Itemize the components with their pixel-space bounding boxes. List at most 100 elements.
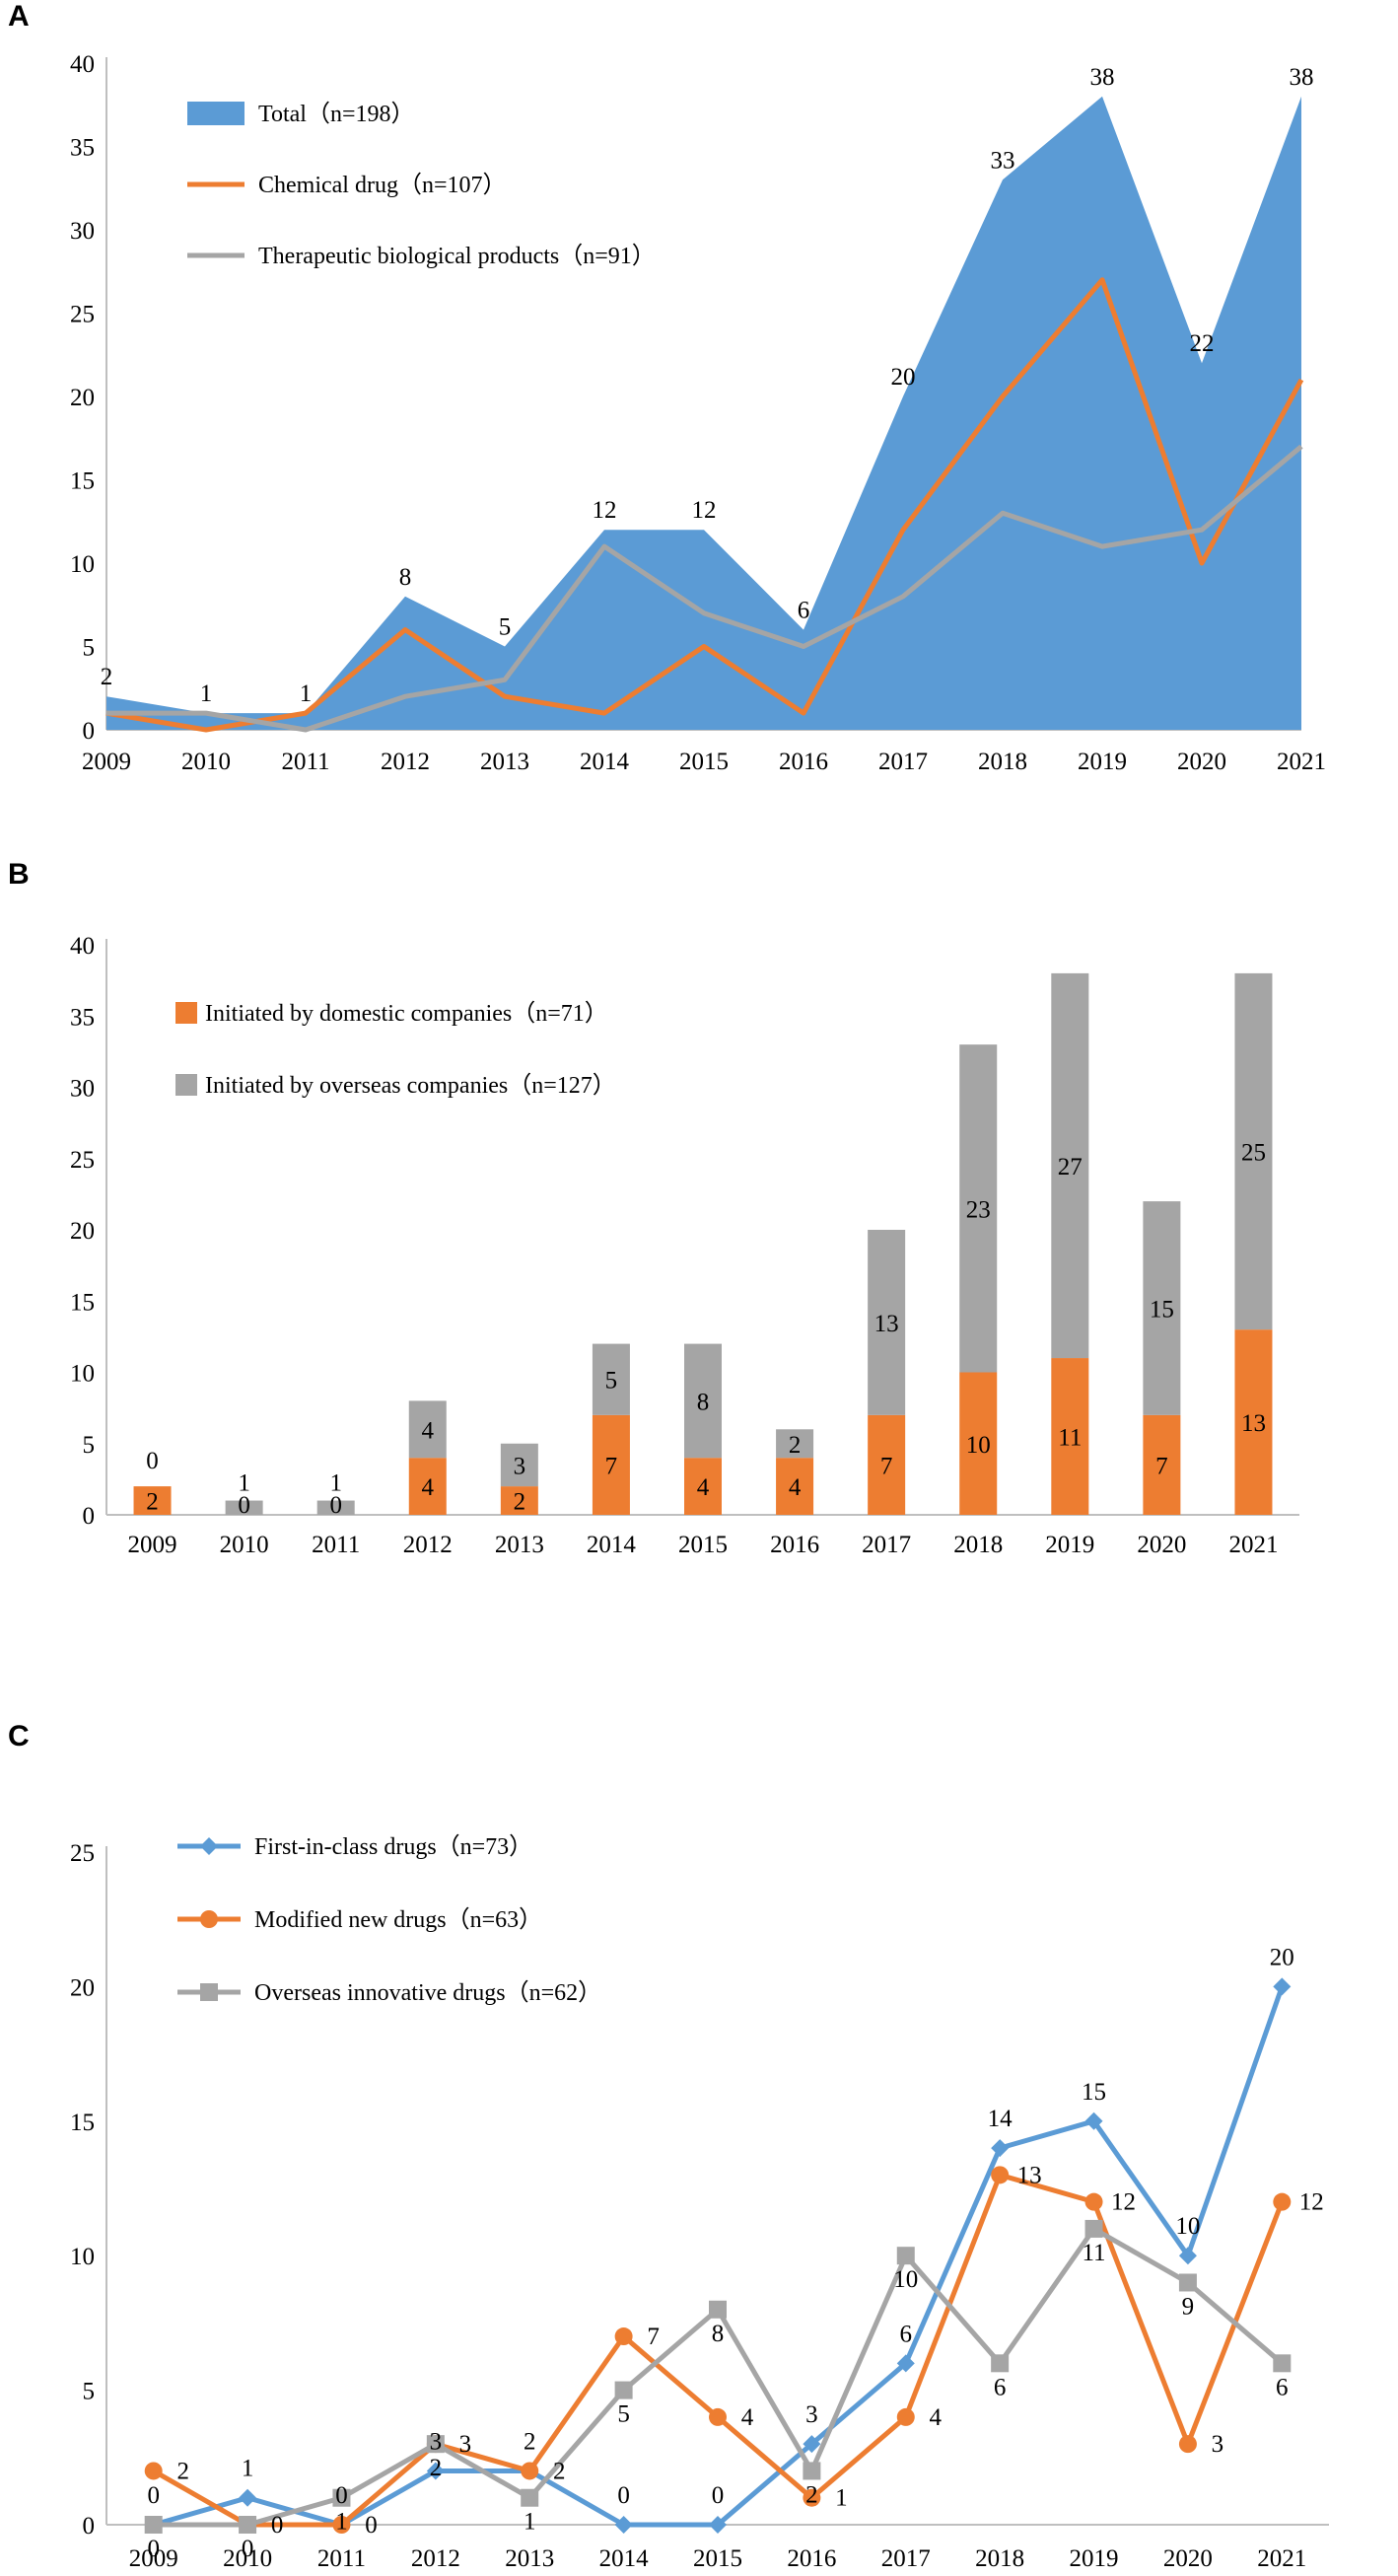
a-x-tick-2016: 2016 xyxy=(779,749,828,775)
b-x-tick-2012: 2012 xyxy=(403,1532,453,1558)
b-y-tick-0: 0 xyxy=(83,1503,96,1530)
c-x-tick-2021: 2021 xyxy=(1257,2545,1306,2572)
c-marker-first-2019 xyxy=(1084,2111,1103,2130)
panel-label-c: C xyxy=(8,1720,30,1753)
a-data-label-2013: 5 xyxy=(499,614,512,641)
c-y-tick-3: 15 xyxy=(70,2110,95,2136)
c-label-first-2011: 0 xyxy=(335,2482,348,2509)
a-data-label-2011: 1 xyxy=(300,680,313,707)
c-label-overseas-2020: 9 xyxy=(1182,2293,1195,2320)
a-line-biological xyxy=(106,444,1303,733)
b-x-tick-2021: 2021 xyxy=(1228,1532,1278,1558)
b-bar-overseas-2019 xyxy=(1051,972,1089,1359)
b-y-tick-2: 10 xyxy=(70,1361,95,1388)
b-x-tick-2010: 2010 xyxy=(220,1532,269,1558)
a-x-tick-2018: 2018 xyxy=(978,749,1027,775)
c-line-modified xyxy=(152,2172,1285,2528)
c-marker-overseas-2018 xyxy=(991,2354,1010,2373)
c-marker-overseas-2013 xyxy=(521,2488,539,2507)
a-x-tick-2013: 2013 xyxy=(480,749,529,775)
b-legend-swatch-0 xyxy=(175,1002,197,1024)
a-data-label-2019: 38 xyxy=(1090,64,1115,91)
c-label-overseas-2019: 11 xyxy=(1082,2240,1105,2266)
a-y-tick-1: 5 xyxy=(83,635,96,662)
b-legend-swatch-1 xyxy=(175,1074,197,1096)
a-data-label-2018: 33 xyxy=(991,147,1015,174)
b-label-overseas-2011: 1 xyxy=(329,1470,342,1497)
c-label-overseas-2011: 1 xyxy=(335,2509,348,2536)
b-bar-domestic-2021 xyxy=(1234,1329,1273,1515)
a-total-area xyxy=(106,96,1301,731)
c-legend-marker-1 xyxy=(200,1910,218,1928)
b-label-overseas-2020: 15 xyxy=(1150,1296,1174,1323)
c-marker-overseas-2021 xyxy=(1273,2354,1292,2373)
c-legend-label-2: Overseas innovative drugs（n=62） xyxy=(254,1980,601,2006)
c-x-tick-2009: 2009 xyxy=(129,2545,178,2572)
c-marker-modified-2020 xyxy=(1178,2435,1197,2454)
b-bar-overseas-2013 xyxy=(500,1443,538,1487)
b-label-domestic-2011: 0 xyxy=(329,1492,342,1519)
b-label-domestic-2010: 0 xyxy=(238,1492,250,1519)
a-data-label-2021: 38 xyxy=(1290,64,1314,91)
b-x-tick-2013: 2013 xyxy=(495,1532,544,1558)
a-y-tick-2: 10 xyxy=(70,551,95,578)
a-x-tick-2012: 2012 xyxy=(381,749,430,775)
b-label-domestic-2014: 7 xyxy=(605,1453,618,1479)
a-legend-swatch-0 xyxy=(187,102,245,125)
a-data-label-2020: 22 xyxy=(1190,330,1215,357)
b-label-domestic-2019: 11 xyxy=(1058,1425,1082,1452)
c-marker-modified-2021 xyxy=(1273,2192,1292,2211)
b-bar-overseas-2017 xyxy=(868,1230,906,1415)
b-y-tick-6: 30 xyxy=(70,1076,95,1103)
c-label-first-2013: 2 xyxy=(524,2428,536,2455)
a-legend-label-0: Total（n=198） xyxy=(258,102,415,127)
b-x-tick-2018: 2018 xyxy=(953,1532,1003,1558)
a-y-tick-3: 15 xyxy=(70,468,95,495)
b-label-domestic-2012: 4 xyxy=(422,1474,435,1501)
b-y-tick-8: 40 xyxy=(70,933,95,960)
c-marker-first-2020 xyxy=(1178,2247,1197,2265)
c-marker-overseas-2019 xyxy=(1084,2219,1103,2238)
c-marker-first-2017 xyxy=(896,2354,915,2373)
c-marker-overseas-2015 xyxy=(709,2300,727,2319)
c-label-first-2016: 3 xyxy=(805,2401,818,2428)
c-label-first-2018: 14 xyxy=(988,2106,1014,2132)
b-bar-domestic-2015 xyxy=(684,1458,722,1515)
b-label-overseas-2013: 3 xyxy=(514,1453,526,1479)
b-label-overseas-2017: 13 xyxy=(874,1311,899,1337)
a-data-label-2014: 12 xyxy=(593,497,617,524)
b-label-overseas-2012: 4 xyxy=(422,1417,435,1444)
c-label-overseas-2013: 1 xyxy=(524,2509,536,2536)
b-label-domestic-2013: 2 xyxy=(514,1489,526,1516)
c-y-tick-4: 20 xyxy=(70,1974,95,2001)
b-label-overseas-2018: 23 xyxy=(966,1196,991,1223)
c-x-tick-2014: 2014 xyxy=(599,2545,650,2572)
c-x-tick-2016: 2016 xyxy=(787,2545,836,2572)
b-bar-overseas-2015 xyxy=(684,1343,722,1459)
b-bar-domestic-2020 xyxy=(1143,1414,1181,1515)
c-label-modified-2014: 7 xyxy=(647,2324,660,2350)
c-y-tick-0: 0 xyxy=(83,2513,96,2540)
c-marker-modified-2017 xyxy=(896,2407,915,2426)
b-label-overseas-2015: 8 xyxy=(697,1389,710,1415)
c-marker-modified-2019 xyxy=(1084,2192,1103,2211)
c-marker-modified-2016 xyxy=(803,2488,821,2507)
c-marker-overseas-2016 xyxy=(803,2462,821,2480)
b-bar-overseas-2018 xyxy=(959,1044,998,1373)
c-marker-first-2021 xyxy=(1273,1977,1292,1996)
c-marker-first-2015 xyxy=(709,2516,727,2534)
c-y-tick-5: 25 xyxy=(70,1840,95,1867)
b-bar-domestic-2014 xyxy=(592,1414,630,1515)
c-label-overseas-2009: 0 xyxy=(147,2536,160,2562)
c-marker-modified-2009 xyxy=(144,2462,163,2480)
c-y-tick-1: 5 xyxy=(83,2379,96,2405)
c-line-overseas xyxy=(153,2226,1284,2528)
c-label-first-2015: 0 xyxy=(712,2482,725,2509)
c-label-modified-2021: 12 xyxy=(1299,2189,1324,2216)
c-label-first-2020: 10 xyxy=(1175,2213,1200,2240)
b-x-tick-2020: 2020 xyxy=(1137,1532,1186,1558)
b-label-domestic-2021: 13 xyxy=(1241,1410,1266,1437)
a-x-tick-2017: 2017 xyxy=(878,749,928,775)
a-y-tick-8: 40 xyxy=(70,51,95,78)
